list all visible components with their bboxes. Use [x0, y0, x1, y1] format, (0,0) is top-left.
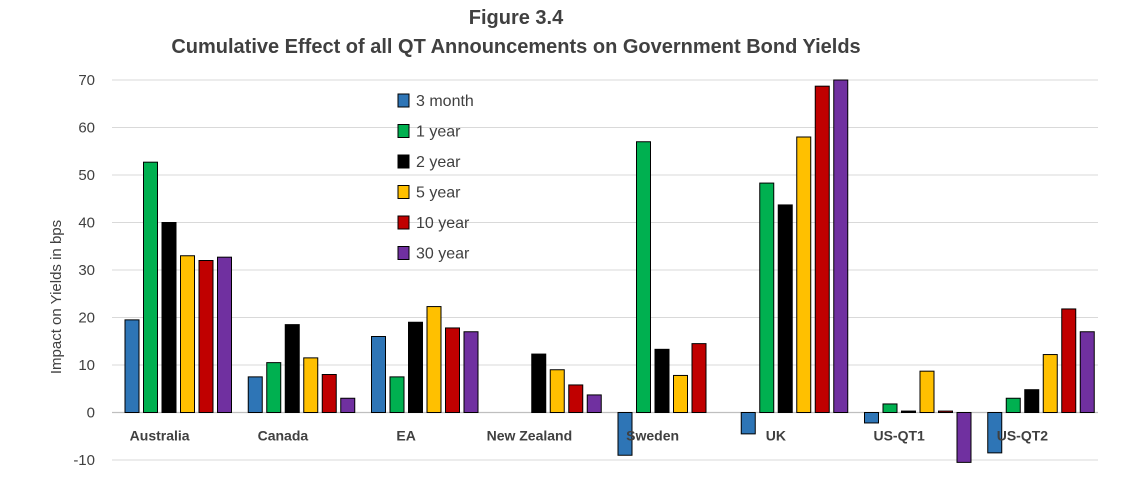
bar-australia-10-year — [198, 260, 214, 413]
legend: 3 month 1 year 2 year 5 year 10 year 30 year — [397, 93, 474, 263]
legend-label: 5 year — [416, 185, 461, 202]
x-category-label: US-QT2 — [997, 428, 1049, 444]
bar-us-qt2-5-year — [1042, 354, 1058, 413]
y-tick-label: 0 — [87, 405, 95, 422]
y-axis-label: Impact on Yields in bps — [48, 220, 65, 374]
bar-uk-10-year — [814, 85, 830, 414]
legend-swatch — [397, 93, 410, 108]
y-tick-label: 70 — [78, 72, 95, 89]
bar-canada-2-year — [284, 324, 300, 413]
bar-australia-2-year — [161, 222, 177, 413]
bar-uk-1-year — [759, 182, 775, 413]
bar-sweden-10-year — [691, 343, 707, 413]
bar-sweden-1-year — [636, 141, 651, 413]
x-category-label: Australia — [130, 428, 190, 444]
legend-swatch — [397, 154, 410, 169]
bar-sweden-3-month — [617, 412, 633, 456]
x-category-label: New Zealand — [487, 428, 573, 444]
bar-ea-1-year — [389, 376, 405, 413]
legend-swatch — [397, 246, 410, 260]
bar-australia-3-month — [124, 319, 140, 413]
bar-ea-30-year — [463, 331, 479, 413]
bar-sweden-5-year — [673, 374, 688, 414]
bar-us-qt2-1-year — [1005, 397, 1021, 413]
bar-us-qt1-10-year — [938, 410, 953, 414]
bar-us-qt2-3-month — [987, 412, 1003, 454]
bar-us-qt2-10-year — [1061, 308, 1077, 414]
legend-swatch — [397, 215, 410, 230]
y-tick-label: 60 — [78, 120, 95, 137]
y-tick-label: 40 — [78, 215, 95, 232]
legend-label: 3 month — [416, 93, 474, 110]
bar-canada-1-year — [266, 362, 282, 413]
legend-label: 2 year — [416, 154, 461, 171]
bar-us-qt1-1-year — [882, 403, 898, 414]
bar-new-zealand-10-year — [568, 384, 584, 414]
y-tick-label: 10 — [78, 357, 95, 374]
bar-ea-10-year — [445, 327, 460, 414]
bar-canada-30-year — [340, 397, 356, 413]
legend-label: 1 year — [416, 124, 461, 141]
x-category-label: Canada — [258, 428, 309, 444]
x-axis-category-labels: Australia Canada EA New Zealand Sweden UK US-Q… — [130, 428, 1049, 444]
legend-label: 10 year — [416, 215, 470, 232]
bar-uk-30-year — [833, 79, 849, 413]
x-category-label: EA — [396, 428, 415, 444]
bar-us-qt1-2-year — [901, 410, 916, 414]
bar-sweden-2-year — [654, 348, 670, 414]
legend-swatch — [397, 124, 410, 138]
x-category-label: Sweden — [626, 428, 679, 444]
bar-australia-30-year — [217, 256, 232, 413]
bar-uk-2-year — [777, 204, 793, 413]
bar-australia-1-year — [143, 161, 158, 413]
bar-new-zealand-5-year — [549, 369, 565, 413]
bar-us-qt1-3-month — [864, 412, 879, 424]
bar-ea-5-year — [426, 306, 442, 414]
legend-label: 30 year — [416, 246, 470, 263]
y-tick-label: -10 — [73, 452, 95, 469]
bar-ea-2-year — [408, 321, 423, 413]
chart-subtitle: Cumulative Effect of all QT Announcement… — [171, 36, 860, 58]
bar-us-qt2-30-year — [1079, 331, 1095, 413]
y-tick-label: 20 — [78, 310, 95, 327]
legend-swatch — [397, 185, 410, 199]
y-tick-label: 30 — [78, 262, 95, 279]
y-tick-label: 50 — [78, 167, 95, 184]
bar-new-zealand-30-year — [586, 394, 602, 413]
bar-canada-5-year — [303, 357, 319, 413]
bar-us-qt2-2-year — [1024, 389, 1040, 414]
x-category-label: UK — [766, 428, 786, 444]
bar-australia-5-year — [180, 255, 195, 413]
bars — [124, 79, 1095, 463]
bar-us-qt1-30-year — [956, 412, 972, 463]
bar-uk-3-month — [740, 412, 756, 435]
bar-us-qt1-5-year — [919, 370, 935, 413]
bar-uk-5-year — [796, 136, 812, 413]
chart-title: Figure 3.4 — [469, 7, 564, 29]
bar-ea-3-month — [371, 336, 386, 413]
bar-new-zealand-2-year — [531, 353, 547, 414]
y-axis-ticks: -10 0 10 20 30 40 50 60 70 — [73, 72, 95, 469]
bar-canada-3-month — [247, 376, 263, 413]
bar-canada-10-year — [321, 374, 337, 413]
x-category-label: US-QT1 — [873, 428, 925, 444]
